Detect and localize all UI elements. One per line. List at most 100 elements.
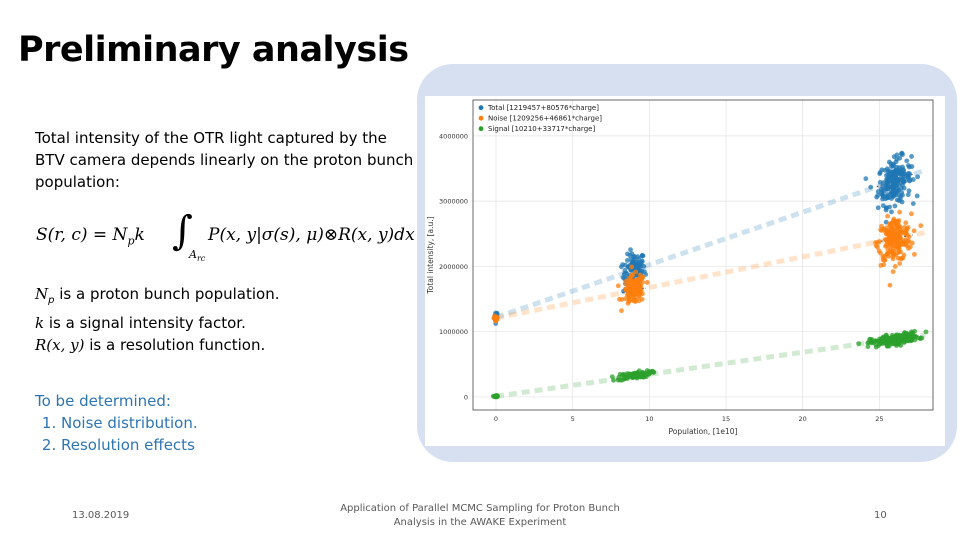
x-tick-label: 15 (722, 415, 730, 423)
data-point (904, 226, 910, 232)
data-point (635, 264, 641, 270)
data-point (623, 281, 628, 287)
data-point (896, 341, 902, 347)
definition-text: is a signal intensity factor. (44, 314, 246, 332)
data-point (876, 239, 882, 245)
data-point (898, 256, 903, 261)
data-point (897, 261, 903, 266)
data-point (888, 224, 894, 230)
chart-legend: Total [1219457+80576*charge] Noise [12092… (478, 104, 602, 133)
data-point (890, 236, 895, 242)
data-point (889, 164, 894, 169)
data-point (895, 233, 901, 239)
data-point (885, 213, 890, 219)
data-point (888, 190, 894, 195)
data-point (879, 190, 884, 196)
y-axis-label: Total intensity, [a.u.] (426, 216, 435, 294)
data-point (894, 170, 899, 176)
data-point (896, 198, 902, 204)
x-tick-label: 0 (494, 415, 498, 423)
data-point (623, 270, 629, 276)
todo-block: To be determined: Noise distribution. Re… (35, 390, 198, 456)
data-point (907, 171, 912, 177)
x-tick-label: 25 (875, 415, 883, 423)
data-point (630, 260, 636, 266)
data-point (915, 174, 921, 180)
data-point (890, 251, 896, 257)
data-point (882, 167, 888, 173)
data-point (914, 193, 920, 199)
data-point (874, 244, 880, 250)
data-point (894, 238, 899, 243)
data-point (886, 159, 892, 165)
data-point (623, 262, 628, 268)
data-point (876, 339, 882, 345)
data-point (879, 227, 884, 233)
definition-text: is a proton bunch population. (54, 285, 280, 303)
fit-band (495, 229, 926, 321)
data-point (632, 279, 638, 285)
scatter-chart: 0 5 10 15 20 2501000000200000030000004000000 … (425, 96, 945, 446)
data-point (904, 158, 910, 164)
integral-domain: Arc (189, 248, 205, 263)
todo-item: Noise distribution. (61, 412, 198, 434)
data-point (923, 329, 929, 335)
data-point (884, 230, 890, 236)
data-point (615, 283, 621, 289)
footer-title: Application of Parallel MCMC Sampling fo… (330, 502, 630, 530)
definition-symbol: R(x, y) (35, 336, 85, 354)
data-point (883, 242, 889, 248)
data-point (890, 269, 896, 275)
data-point (885, 186, 891, 192)
axes-frame (472, 99, 934, 411)
data-point (638, 288, 644, 294)
data-point (865, 344, 871, 350)
data-point (907, 177, 913, 183)
definition-text: is a resolution function. (84, 336, 266, 354)
data-point (911, 251, 917, 257)
data-point (900, 167, 906, 172)
integral-domain-sub: rc (196, 254, 206, 264)
todo-heading: To be determined: (35, 392, 171, 410)
data-point (644, 280, 650, 285)
data-point (892, 203, 898, 209)
data-point (633, 269, 639, 275)
data-point (636, 294, 642, 299)
data-point (883, 332, 889, 338)
data-point (628, 279, 633, 285)
formula-rhs: P(x, y|σ(s), μ)⊗R(x, y)dx dy (208, 225, 441, 245)
data-point (903, 337, 909, 343)
data-point (637, 374, 643, 380)
data-point (626, 298, 632, 304)
data-point (884, 205, 890, 211)
intro-text: Total intensity of the OTR light capture… (35, 129, 414, 191)
footer-date: 13.08.2019 (72, 510, 130, 521)
data-point (639, 296, 645, 302)
definition-r: R(x, y) is a resolution function. (35, 334, 415, 356)
definition-k: k is a signal intensity factor. (35, 312, 415, 334)
slide-title: Preliminary analysis (18, 30, 409, 70)
intensity-formula: S(r, c) = Npk ∫ Arc P(x, y|σ(s), μ)⊗R(x,… (36, 208, 441, 268)
data-point (894, 156, 900, 162)
data-point (875, 205, 881, 211)
data-point (878, 186, 884, 192)
data-point (626, 292, 631, 298)
y-tick-label: 0 (464, 393, 468, 401)
data-point (898, 229, 904, 235)
data-point (491, 315, 497, 321)
legend-marker (478, 105, 484, 111)
axis-ticks: 0 5 10 15 20 25 0 1000000 2000000 3000000 4000000 (439, 132, 883, 423)
data-point (895, 245, 901, 251)
data-point (635, 370, 641, 376)
data-point (639, 253, 645, 259)
data-point (881, 262, 887, 268)
data-point (896, 337, 901, 343)
definition-symbol-sub: p (48, 295, 55, 306)
data-point (631, 283, 637, 289)
data-point (628, 286, 634, 292)
legend-marker (478, 126, 484, 132)
data-point (873, 344, 879, 350)
data-point (909, 154, 914, 159)
integral-domain-main: A (189, 248, 197, 261)
data-point (856, 341, 862, 347)
